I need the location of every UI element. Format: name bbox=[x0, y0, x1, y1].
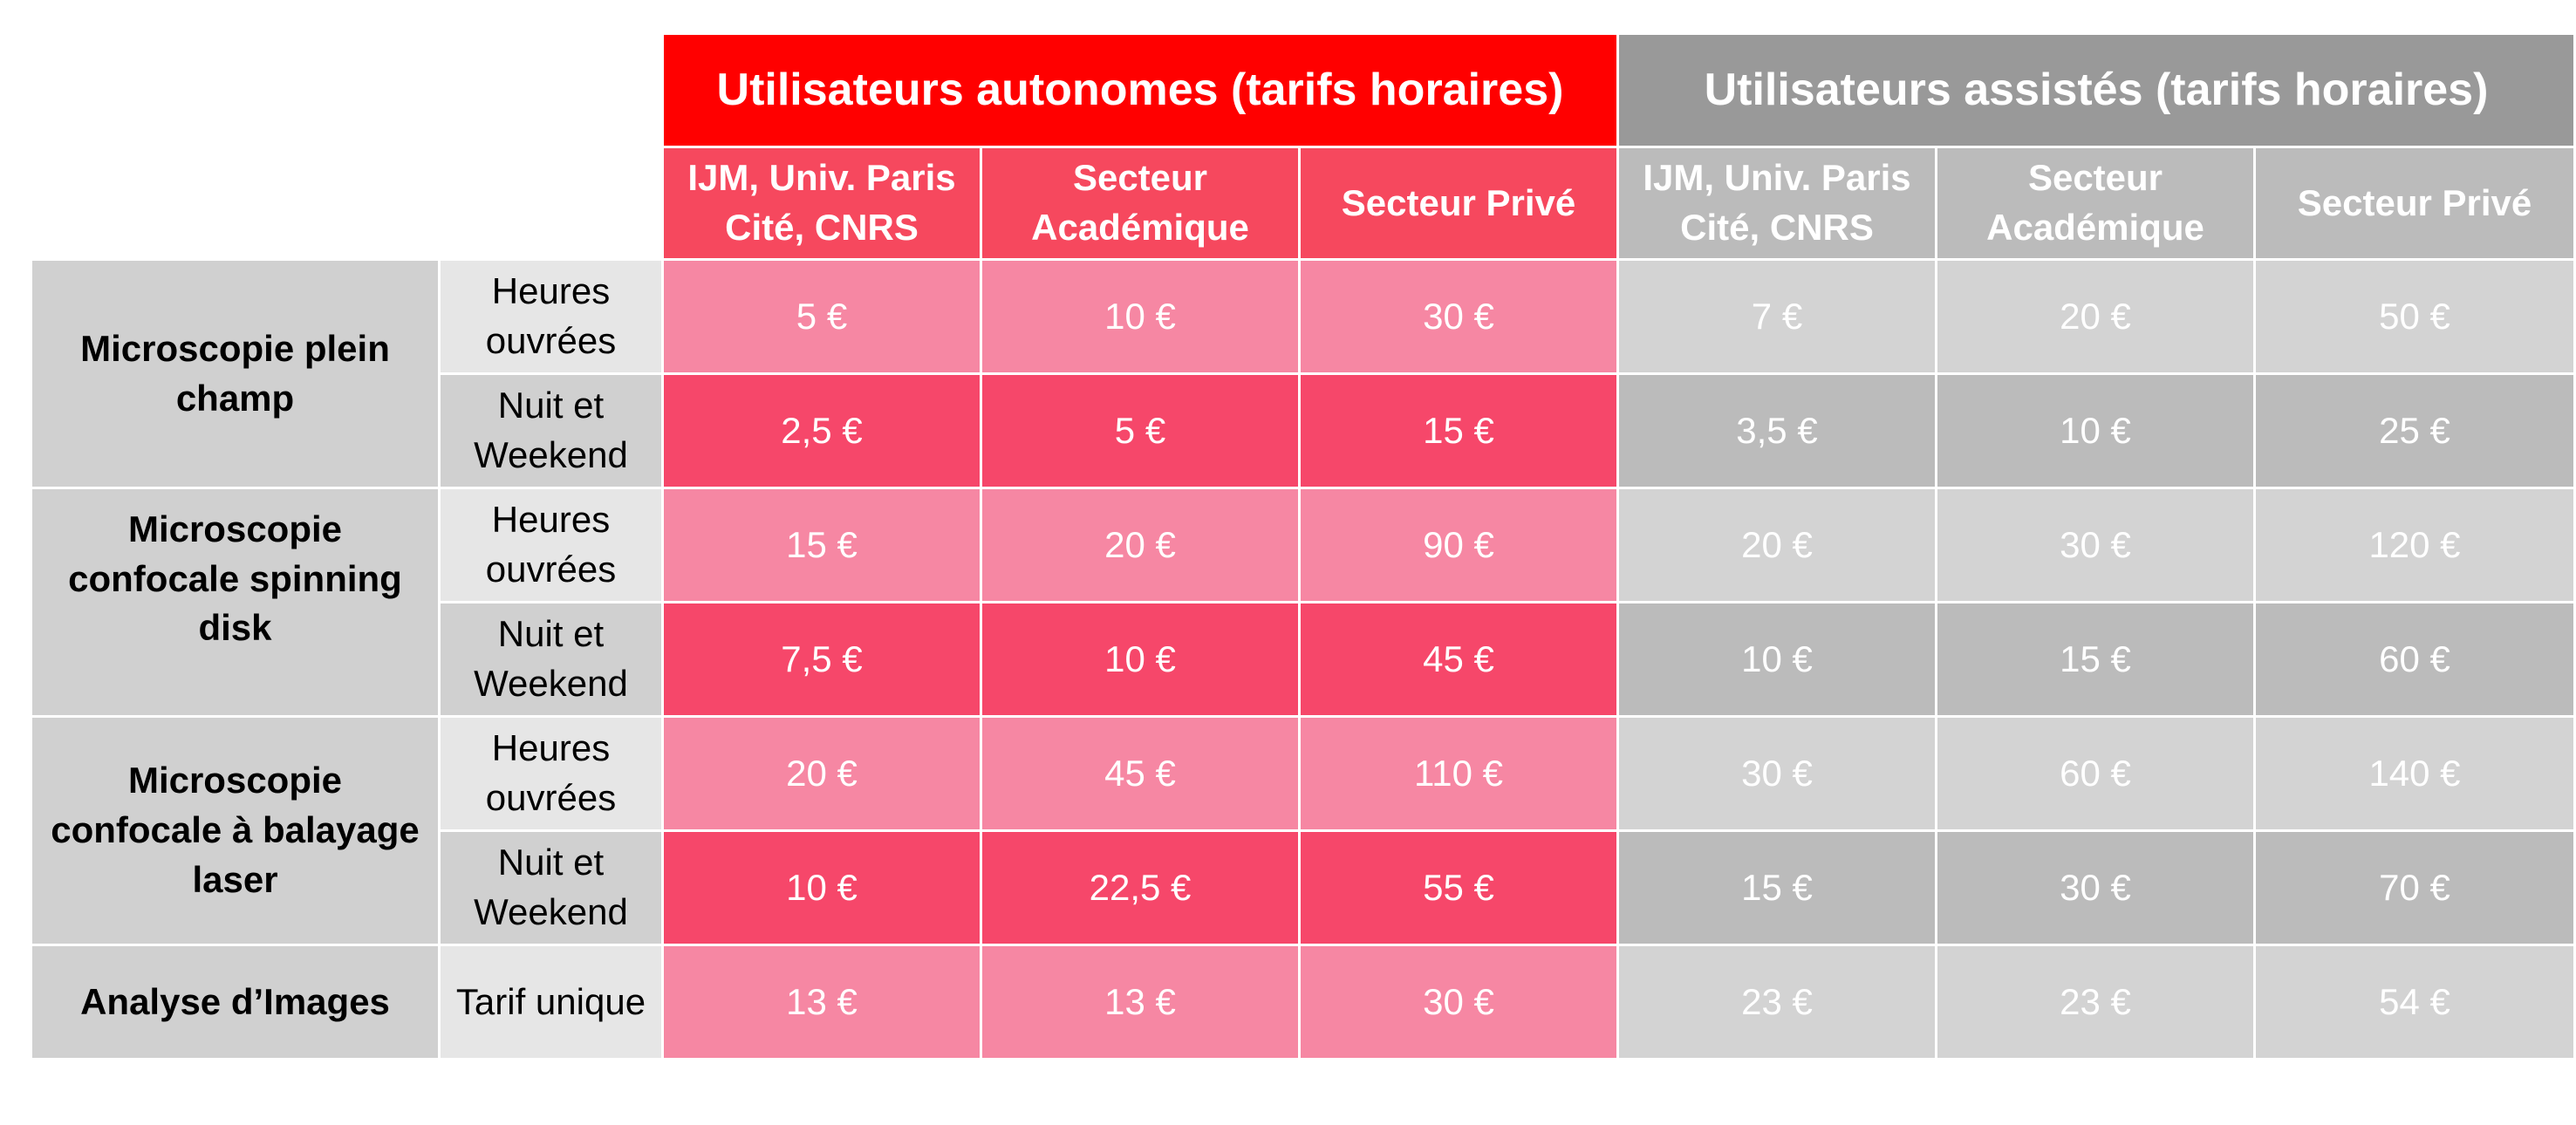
period-label: Heures ouvrées bbox=[441, 489, 664, 603]
price-cell: 55 € bbox=[1301, 832, 1619, 946]
col-header-ijm-assisted: IJM, Univ. Paris Cité, CNRS bbox=[1619, 148, 1937, 261]
col-header-private-autonomous: Secteur Privé bbox=[1301, 148, 1619, 261]
price-cell: 140 € bbox=[2256, 718, 2576, 832]
price-cell: 10 € bbox=[982, 261, 1301, 375]
price-cell: 15 € bbox=[1301, 375, 1619, 489]
price-cell: 70 € bbox=[2256, 832, 2576, 946]
price-cell: 30 € bbox=[1619, 718, 1937, 832]
period-label: Nuit et Weekend bbox=[441, 832, 664, 946]
price-cell: 45 € bbox=[982, 718, 1301, 832]
price-cell: 15 € bbox=[1619, 832, 1937, 946]
price-cell: 30 € bbox=[1937, 832, 2256, 946]
price-cell: 10 € bbox=[664, 832, 982, 946]
price-cell: 5 € bbox=[982, 375, 1301, 489]
col-header-ijm-autonomous: IJM, Univ. Paris Cité, CNRS bbox=[664, 148, 982, 261]
price-cell: 23 € bbox=[1619, 946, 1937, 1060]
header-autonomous: Utilisateurs autonomes (tarifs horaires) bbox=[664, 35, 1619, 148]
period-label: Nuit et Weekend bbox=[441, 603, 664, 718]
price-cell: 13 € bbox=[982, 946, 1301, 1060]
price-cell: 13 € bbox=[664, 946, 982, 1060]
price-cell: 3,5 € bbox=[1619, 375, 1937, 489]
price-cell: 90 € bbox=[1301, 489, 1619, 603]
pricing-table: Utilisateurs autonomes (tarifs horaires)… bbox=[32, 35, 2576, 1062]
price-cell: 30 € bbox=[1301, 261, 1619, 375]
price-cell: 5 € bbox=[664, 261, 982, 375]
price-cell: 50 € bbox=[2256, 261, 2576, 375]
service-label: Microscopie plein champ bbox=[32, 261, 441, 489]
period-label: Heures ouvrées bbox=[441, 718, 664, 832]
price-cell: 20 € bbox=[1937, 261, 2256, 375]
price-cell: 45 € bbox=[1301, 603, 1619, 718]
price-cell: 23 € bbox=[1937, 946, 2256, 1060]
service-label: Microscopie confocale spinning disk bbox=[32, 489, 441, 718]
price-cell: 10 € bbox=[1619, 603, 1937, 718]
service-label: Analyse d’Images bbox=[32, 946, 441, 1060]
price-cell: 15 € bbox=[664, 489, 982, 603]
price-cell: 30 € bbox=[1937, 489, 2256, 603]
price-cell: 15 € bbox=[1937, 603, 2256, 718]
price-cell: 20 € bbox=[982, 489, 1301, 603]
price-cell: 60 € bbox=[2256, 603, 2576, 718]
price-cell: 30 € bbox=[1301, 946, 1619, 1060]
period-label: Nuit et Weekend bbox=[441, 375, 664, 489]
price-cell: 7 € bbox=[1619, 261, 1937, 375]
price-cell: 54 € bbox=[2256, 946, 2576, 1060]
price-cell: 20 € bbox=[664, 718, 982, 832]
price-cell: 20 € bbox=[1619, 489, 1937, 603]
header-assisted: Utilisateurs assistés (tarifs horaires) bbox=[1619, 35, 2576, 148]
price-cell: 10 € bbox=[1937, 375, 2256, 489]
service-label: Microscopie confocale à balayage laser bbox=[32, 718, 441, 946]
period-label: Heures ouvrées bbox=[441, 261, 664, 375]
col-header-academic-assisted: Secteur Académique bbox=[1937, 148, 2256, 261]
col-header-academic-autonomous: Secteur Académique bbox=[982, 148, 1301, 261]
period-label: Tarif unique bbox=[441, 946, 664, 1060]
price-cell: 7,5 € bbox=[664, 603, 982, 718]
price-cell: 22,5 € bbox=[982, 832, 1301, 946]
price-cell: 110 € bbox=[1301, 718, 1619, 832]
price-cell: 25 € bbox=[2256, 375, 2576, 489]
col-header-private-assisted: Secteur Privé bbox=[2256, 148, 2576, 261]
price-cell: 60 € bbox=[1937, 718, 2256, 832]
price-cell: 10 € bbox=[982, 603, 1301, 718]
price-cell: 2,5 € bbox=[664, 375, 982, 489]
price-cell: 120 € bbox=[2256, 489, 2576, 603]
